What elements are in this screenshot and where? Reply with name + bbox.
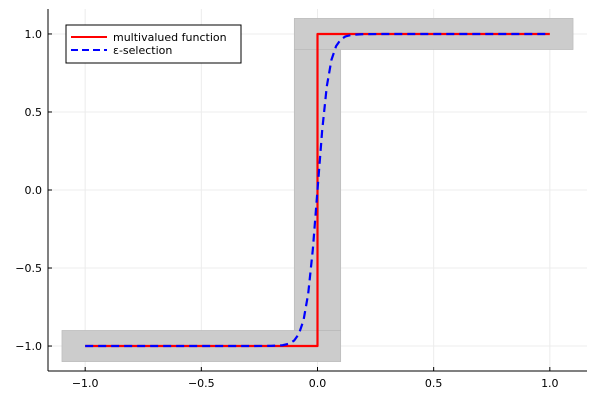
- y-tick-label-1: −0.5: [15, 262, 42, 275]
- series-lines: [85, 32, 550, 348]
- y-tick-label-4: 1.0: [25, 28, 43, 41]
- y-tick-label-0: −1.0: [15, 340, 42, 353]
- legend: multivalued function ε-selection: [65, 24, 242, 64]
- y-tick-label-3: 0.5: [25, 106, 43, 119]
- x-tick-label-4: 1.0: [541, 377, 559, 390]
- y-tick-label-2: 0.0: [25, 184, 43, 197]
- x-tick-label-1: −0.5: [188, 377, 215, 390]
- series-line-1: [85, 32, 550, 348]
- legend-label-multivalued-function: multivalued function: [113, 31, 227, 44]
- axes: [47, 9, 587, 372]
- x-tick-label-3: 0.5: [425, 377, 443, 390]
- x-tick-label-2: 0.0: [309, 377, 327, 390]
- legend-box: [65, 24, 242, 64]
- x-tick-label-0: −1.0: [72, 377, 99, 390]
- legend-label-epsilon-selection: ε-selection: [113, 44, 172, 57]
- tick-labels: −1.0 −0.5 0.0 0.5 1.0 −1.0 −0.5 0.0 0.5 1.0: [15, 28, 558, 390]
